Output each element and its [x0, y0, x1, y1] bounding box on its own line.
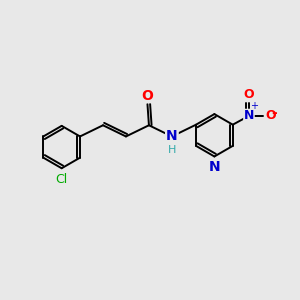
Text: +: +	[250, 100, 258, 110]
Text: Cl: Cl	[56, 173, 68, 186]
Text: N: N	[166, 130, 178, 143]
Text: N: N	[244, 109, 254, 122]
Text: -: -	[271, 106, 277, 120]
Text: O: O	[244, 88, 254, 100]
Text: N: N	[208, 160, 220, 174]
Text: O: O	[266, 109, 276, 122]
Text: H: H	[168, 145, 176, 155]
Text: O: O	[142, 88, 153, 103]
